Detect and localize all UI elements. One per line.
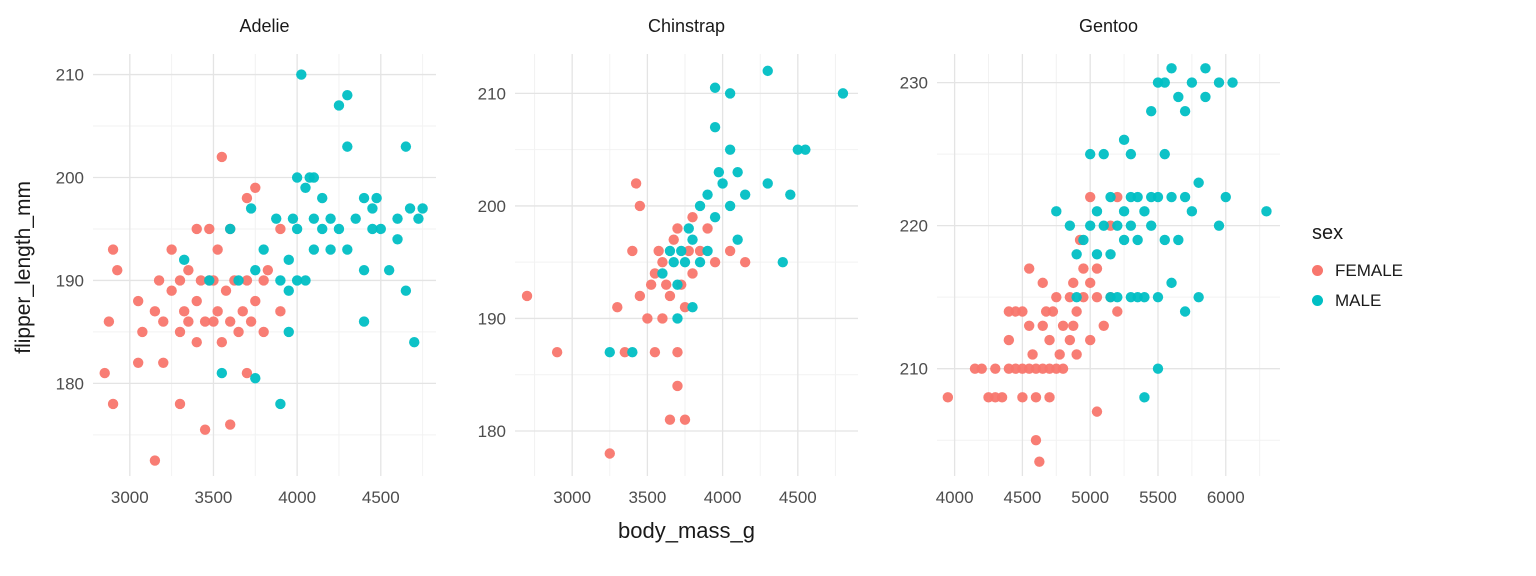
svg-text:4000: 4000 bbox=[936, 488, 974, 507]
svg-text:230: 230 bbox=[900, 74, 928, 93]
svg-text:3000: 3000 bbox=[553, 488, 591, 507]
y-axis-title: flipper_length_mm bbox=[12, 180, 35, 354]
facet-title-gentoo: Gentoo bbox=[1078, 15, 1139, 36]
svg-text:200: 200 bbox=[56, 169, 84, 188]
svg-text:210: 210 bbox=[478, 84, 506, 103]
facet-panel-adelie: Adelie 3000 3500 4000 4500 180 190 200 210 bbox=[38, 6, 446, 514]
male-point-swatch bbox=[1312, 295, 1323, 306]
legend-label-male: MALE bbox=[1335, 290, 1382, 310]
svg-text:3500: 3500 bbox=[628, 488, 666, 507]
svg-text:180: 180 bbox=[478, 422, 506, 441]
svg-text:4500: 4500 bbox=[779, 488, 817, 507]
facet-title-adelie: Adelie bbox=[239, 15, 290, 36]
facet-panels: Adelie 3000 3500 4000 4500 180 190 200 210 Chin… bbox=[38, 6, 1290, 514]
svg-text:4500: 4500 bbox=[362, 488, 400, 507]
x-axis-title: body_mass_g bbox=[618, 518, 755, 543]
facet-panel-gentoo: Gentoo 4000 4500 5000 5500 6000 210 220 230 bbox=[882, 6, 1290, 514]
svg-text:3000: 3000 bbox=[111, 488, 149, 507]
scatter-plot-adelie: 3000 3500 4000 4500 180 190 200 210 bbox=[56, 54, 436, 507]
svg-text:4000: 4000 bbox=[704, 488, 742, 507]
svg-text:5000: 5000 bbox=[1071, 488, 1109, 507]
svg-text:210: 210 bbox=[900, 360, 928, 379]
svg-text:5500: 5500 bbox=[1139, 488, 1177, 507]
svg-text:6000: 6000 bbox=[1207, 488, 1245, 507]
svg-text:4500: 4500 bbox=[1003, 488, 1041, 507]
svg-text:3500: 3500 bbox=[195, 488, 233, 507]
legend-title: sex bbox=[1312, 221, 1344, 244]
legend-label-female: FEMALE bbox=[1335, 260, 1404, 280]
svg-text:190: 190 bbox=[478, 309, 506, 328]
scatter-plot-gentoo: 4000 4500 5000 5500 6000 210 220 230 bbox=[900, 54, 1280, 507]
svg-text:220: 220 bbox=[900, 217, 928, 236]
svg-text:180: 180 bbox=[56, 374, 84, 393]
svg-text:200: 200 bbox=[478, 197, 506, 216]
female-point-swatch bbox=[1312, 265, 1323, 276]
svg-text:210: 210 bbox=[56, 66, 84, 85]
svg-text:190: 190 bbox=[56, 271, 84, 290]
legend-item-female: FEMALE bbox=[1312, 261, 1462, 281]
legend: sex FEMALE MALE bbox=[1312, 222, 1462, 321]
legend-item-male: MALE bbox=[1312, 291, 1462, 311]
plot-area: Adelie 3000 3500 4000 4500 180 190 200 210 Chin… bbox=[38, 6, 1290, 576]
scatter-plot-chinstrap: 3000 3500 4000 4500 180 190 200 210 bbox=[478, 54, 858, 507]
facet-title-chinstrap: Chinstrap bbox=[647, 15, 726, 36]
facet-panel-chinstrap: Chinstrap 3000 3500 4000 4500 180 190 200 210 bbox=[460, 6, 868, 514]
svg-text:4000: 4000 bbox=[278, 488, 316, 507]
